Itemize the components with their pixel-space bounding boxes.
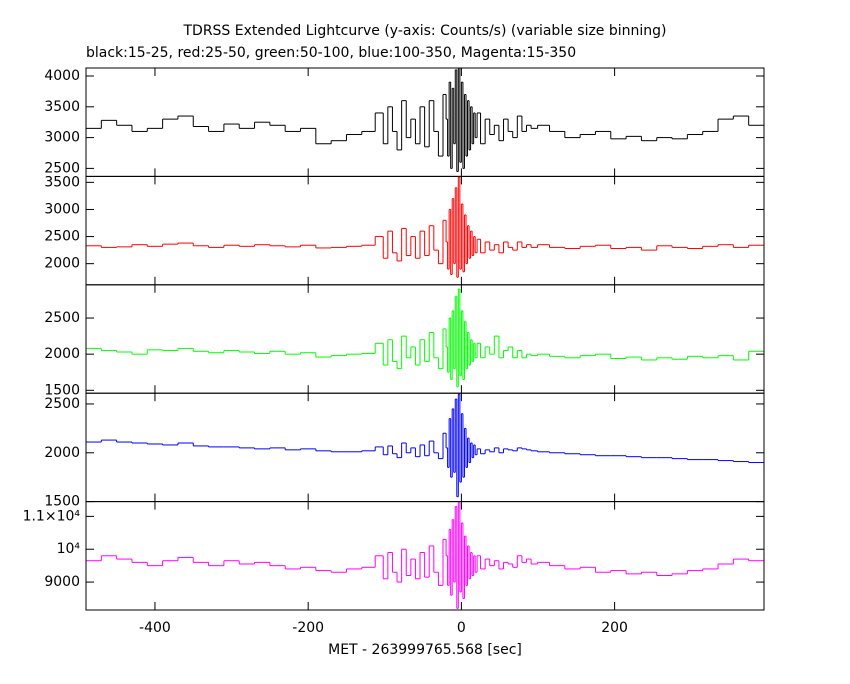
x-tick-label: 200 (601, 620, 628, 636)
x-axis-label: MET - 263999765.568 [sec] (328, 642, 522, 658)
x-tick-label: -400 (139, 620, 171, 636)
y-tick-label: 2500 (44, 310, 80, 326)
y-tick-label: 1500 (44, 382, 80, 398)
x-tick-label: 0 (457, 620, 466, 636)
y-tick-label: 2500 (44, 160, 80, 176)
chart-subtitle: black:15-25, red:25-50, green:50-100, bl… (86, 45, 576, 61)
y-tick-label: 3000 (44, 201, 80, 217)
y-tick-label: 3000 (44, 130, 80, 146)
y-tick-label: 3500 (44, 99, 80, 115)
y-tick-label: 10⁴ (57, 541, 81, 557)
y-tick-label: 9000 (44, 574, 80, 590)
panel-frame (85, 175, 765, 286)
y-tick-label: 2000 (44, 346, 80, 362)
y-tick-label: 2000 (44, 445, 80, 461)
x-tick-label: -200 (292, 620, 324, 636)
panel-frame (85, 284, 765, 394)
y-tick-label: 2000 (44, 256, 80, 272)
chart-title: TDRSS Extended Lightcurve (y-axis: Count… (182, 23, 666, 39)
y-tick-label: 4000 (44, 68, 80, 84)
y-tick-label: 1500 (44, 494, 80, 510)
panel-frame (85, 501, 765, 611)
y-tick-label: 2500 (44, 396, 80, 412)
y-tick-label: 3500 (44, 174, 80, 190)
y-tick-label: 1.1×10⁴ (23, 508, 81, 524)
y-tick-label: 2500 (44, 229, 80, 245)
